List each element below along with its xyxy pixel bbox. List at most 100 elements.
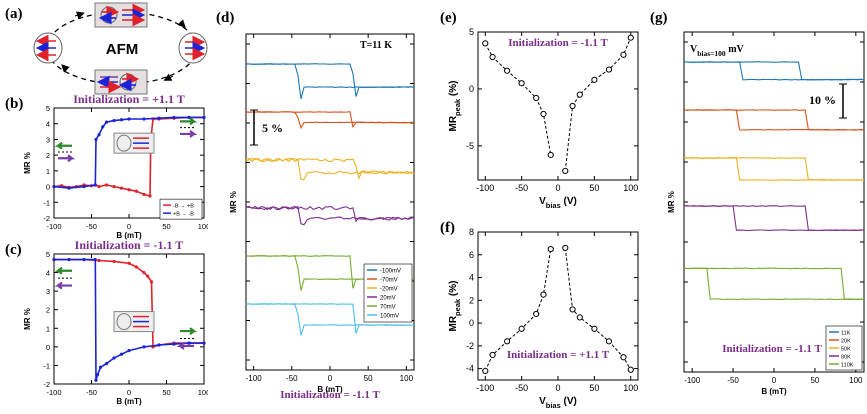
data-point — [104, 120, 109, 124]
x-tick-label: 50 — [162, 388, 170, 397]
data-point — [93, 183, 97, 187]
data-point — [533, 310, 540, 318]
chart-c-hysteresis: Initialization = -1.1 T-100-50050100-2-1… — [23, 238, 208, 406]
data-point — [489, 53, 496, 61]
x-tick-label: -100 — [476, 383, 494, 393]
y-axis-label: MR % — [23, 152, 32, 174]
data-point — [142, 117, 146, 121]
x-tick-label: 100 — [198, 222, 208, 231]
data-point — [134, 265, 139, 269]
x-tick-label: 50 — [162, 222, 170, 231]
data-point — [146, 274, 150, 278]
data-point — [547, 151, 554, 159]
data-point — [119, 186, 124, 190]
data-point — [533, 94, 540, 102]
y-tick-label: 0 — [469, 318, 474, 328]
legend-label: +B → -B — [173, 212, 194, 218]
field-arrow — [180, 130, 198, 138]
data-point — [569, 306, 576, 313]
y-tick-label: 2 — [46, 151, 50, 160]
data-point — [503, 338, 511, 345]
data-point — [127, 348, 131, 353]
data-point — [148, 194, 152, 198]
data-point — [591, 76, 598, 83]
field-arrow — [54, 141, 72, 150]
y-tick-label: -2 — [43, 380, 50, 389]
x-tick-label: -50 — [286, 374, 298, 383]
series-line-20mV — [245, 205, 415, 226]
x-tick-label: -50 — [515, 183, 528, 193]
x-tick-label: 0 — [555, 383, 560, 393]
series-line-20K — [683, 109, 865, 131]
panel-label-b: (b) — [5, 96, 24, 112]
data-point — [202, 115, 206, 120]
panel-label-a: (a) — [5, 6, 23, 22]
x-axis-label: B (mT) — [761, 387, 787, 396]
data-point — [112, 184, 116, 189]
series-line-80K — [683, 205, 864, 232]
series-line--20mV — [245, 157, 415, 180]
x-tick-label: 0 — [127, 222, 131, 231]
data-point — [142, 192, 146, 197]
y-axis-label: MRpeak (%) — [448, 280, 462, 331]
data-point — [112, 356, 116, 360]
x-tick-label: 50 — [810, 376, 819, 385]
legend-label: 20K — [841, 339, 851, 345]
y-axis-label: MR % — [229, 191, 238, 213]
panel-label-d: (d) — [216, 10, 235, 26]
legend-label: 70mV — [380, 305, 396, 311]
chart-title: Initialization = +1.1 T — [507, 349, 610, 361]
data-point — [620, 51, 627, 58]
chart-annotation: Initialization = -1.1 T — [722, 343, 822, 355]
afm-diagram: AFM — [33, 2, 208, 95]
x-tick-label: -50 — [86, 222, 97, 231]
data-point — [97, 184, 101, 189]
series-line-11K — [684, 61, 865, 81]
afm-title: AFM — [106, 41, 139, 58]
x-tick-label: -50 — [515, 383, 528, 393]
y-axis-label: MRpeak (%) — [448, 80, 462, 131]
series-line-11K — [683, 61, 865, 81]
data-point — [52, 257, 56, 262]
series-line--70mV — [245, 111, 415, 130]
field-arrow — [176, 342, 194, 350]
data-point — [591, 325, 598, 332]
series-line--B-B — [53, 116, 204, 189]
data-point — [104, 361, 109, 366]
series-line--100mV — [245, 63, 415, 100]
chart-title: Initialization = +1.1 T — [73, 92, 184, 106]
chart-annotation: Initialization = -1.1 T — [280, 389, 380, 401]
y-tick-label: 6 — [469, 250, 474, 260]
series-line-20K — [683, 109, 865, 131]
data-point — [518, 325, 525, 332]
legend-box — [363, 263, 413, 323]
x-tick-label: 100 — [623, 383, 638, 393]
data-point — [562, 244, 569, 252]
legend-label: 80K — [841, 355, 851, 361]
scale-bar-label: 10 % — [809, 93, 836, 107]
y-tick-label: 1 — [46, 324, 50, 333]
chart-d-bias-sweeps: -100 -50 0 50 100 B (mT) MR % T=11 K Initializat… — [229, 33, 415, 401]
data-point — [112, 118, 116, 123]
scale-bar-label: 5 % — [262, 121, 283, 135]
data-point — [149, 280, 154, 284]
data-point — [101, 125, 105, 129]
legend-label: 100mV — [380, 314, 399, 320]
series-line-50K — [683, 157, 864, 181]
data-point — [547, 245, 554, 253]
spin-circle — [116, 313, 132, 331]
chart-f-mr-peak: -100 -50 0 50 100 -4 -2 0 2 4 6 8 Vbias (V) MRpeak (%… — [448, 227, 639, 410]
x-tick-label: -50 — [727, 376, 739, 385]
panel-label-g: (g) — [650, 10, 668, 26]
legend-label: 110K — [841, 363, 854, 369]
x-tick-label: -50 — [86, 388, 97, 397]
x-tick-label: 0 — [555, 183, 560, 193]
data-point — [518, 80, 525, 87]
field-arrow — [54, 266, 72, 275]
legend-label: -100mV — [380, 269, 401, 275]
x-tick-label: -100 — [684, 376, 701, 385]
data-point — [67, 186, 71, 190]
data-point — [482, 367, 489, 374]
x-tick-label: -100 — [246, 374, 263, 383]
x-tick-label: 50 — [364, 374, 373, 383]
